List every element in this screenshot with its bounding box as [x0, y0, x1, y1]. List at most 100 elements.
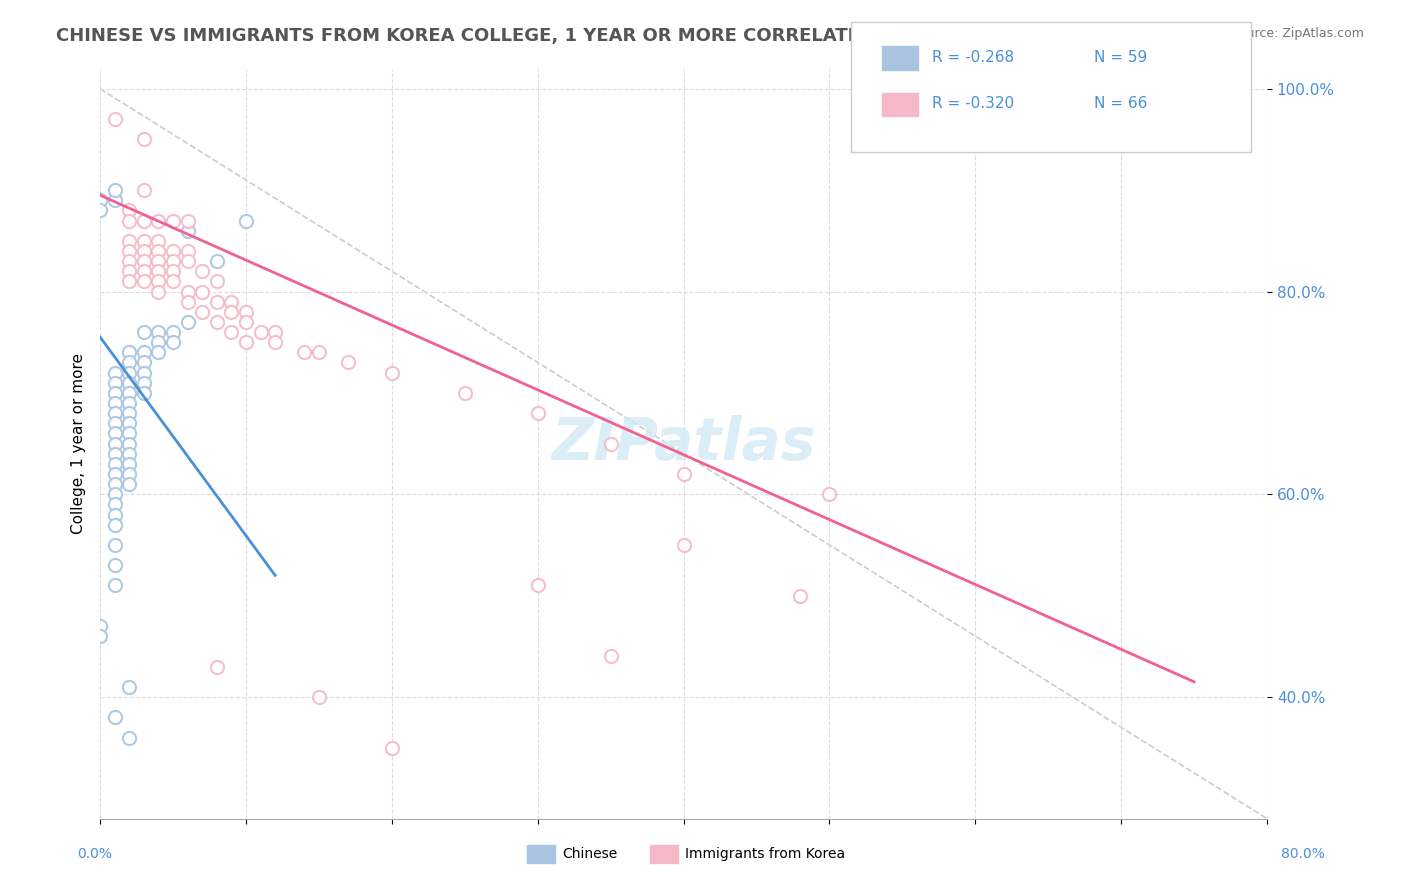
- Text: Chinese: Chinese: [562, 847, 617, 861]
- Point: [162, 325, 184, 339]
- Point: [672, 467, 695, 481]
- Point: [104, 538, 127, 552]
- Point: [205, 274, 228, 288]
- Point: [118, 345, 141, 359]
- Point: [176, 224, 198, 238]
- Point: [176, 213, 198, 227]
- Point: [118, 467, 141, 481]
- Point: [132, 325, 155, 339]
- Point: [118, 406, 141, 420]
- Point: [148, 345, 170, 359]
- Point: [148, 285, 170, 299]
- Point: [104, 447, 127, 461]
- Point: [104, 477, 127, 491]
- Point: [526, 578, 548, 592]
- Point: [205, 315, 228, 329]
- Point: [118, 274, 141, 288]
- Point: [104, 417, 127, 431]
- Point: [789, 589, 811, 603]
- Point: [162, 244, 184, 258]
- Point: [104, 517, 127, 532]
- Point: [104, 457, 127, 471]
- Point: [104, 436, 127, 450]
- Point: [132, 264, 155, 278]
- Point: [191, 264, 214, 278]
- Point: [264, 325, 287, 339]
- Point: [235, 305, 257, 319]
- Text: 0.0%: 0.0%: [77, 847, 112, 861]
- Point: [292, 345, 315, 359]
- Point: [132, 213, 155, 227]
- Text: N = 66: N = 66: [1094, 96, 1147, 111]
- Point: [454, 385, 477, 400]
- Point: [104, 578, 127, 592]
- Point: [148, 234, 170, 248]
- Point: [162, 274, 184, 288]
- Point: [104, 194, 127, 208]
- Point: [118, 426, 141, 441]
- Point: [176, 315, 198, 329]
- Text: ZIPatlas: ZIPatlas: [551, 415, 815, 472]
- Y-axis label: College, 1 year or more: College, 1 year or more: [72, 353, 86, 534]
- Point: [118, 355, 141, 369]
- Point: [118, 731, 141, 745]
- Point: [205, 254, 228, 268]
- Point: [89, 619, 111, 633]
- Point: [264, 335, 287, 350]
- Text: R = -0.268: R = -0.268: [932, 50, 1014, 64]
- Point: [104, 508, 127, 522]
- Point: [118, 477, 141, 491]
- Point: [118, 366, 141, 380]
- Point: [104, 406, 127, 420]
- Point: [104, 710, 127, 724]
- Point: [132, 355, 155, 369]
- Point: [118, 203, 141, 218]
- Point: [118, 447, 141, 461]
- Point: [118, 396, 141, 410]
- Text: R = -0.320: R = -0.320: [932, 96, 1014, 111]
- Point: [148, 244, 170, 258]
- Point: [118, 680, 141, 694]
- Point: [235, 315, 257, 329]
- Point: [118, 417, 141, 431]
- Point: [191, 285, 214, 299]
- Point: [381, 366, 404, 380]
- Point: [221, 325, 243, 339]
- Point: [89, 629, 111, 643]
- Text: CHINESE VS IMMIGRANTS FROM KOREA COLLEGE, 1 YEAR OR MORE CORRELATION CHART: CHINESE VS IMMIGRANTS FROM KOREA COLLEGE…: [56, 27, 959, 45]
- Point: [132, 254, 155, 268]
- Point: [104, 183, 127, 197]
- Point: [132, 376, 155, 390]
- Point: [118, 234, 141, 248]
- Point: [337, 355, 360, 369]
- Point: [132, 244, 155, 258]
- Point: [104, 426, 127, 441]
- Point: [308, 690, 330, 704]
- Point: [308, 345, 330, 359]
- Point: [162, 335, 184, 350]
- Point: [176, 294, 198, 309]
- Point: [148, 254, 170, 268]
- Point: [132, 183, 155, 197]
- Point: [132, 345, 155, 359]
- Point: [162, 264, 184, 278]
- Point: [104, 497, 127, 511]
- Point: [118, 436, 141, 450]
- Text: Immigrants from Korea: Immigrants from Korea: [685, 847, 845, 861]
- Point: [148, 325, 170, 339]
- Point: [118, 385, 141, 400]
- Point: [118, 254, 141, 268]
- Point: [118, 457, 141, 471]
- Point: [89, 203, 111, 218]
- Point: [104, 396, 127, 410]
- Point: [104, 385, 127, 400]
- Point: [148, 274, 170, 288]
- Point: [104, 558, 127, 573]
- Point: [526, 406, 548, 420]
- Point: [221, 294, 243, 309]
- Point: [176, 285, 198, 299]
- Point: [104, 112, 127, 127]
- Point: [599, 436, 621, 450]
- Point: [818, 487, 841, 501]
- Point: [132, 366, 155, 380]
